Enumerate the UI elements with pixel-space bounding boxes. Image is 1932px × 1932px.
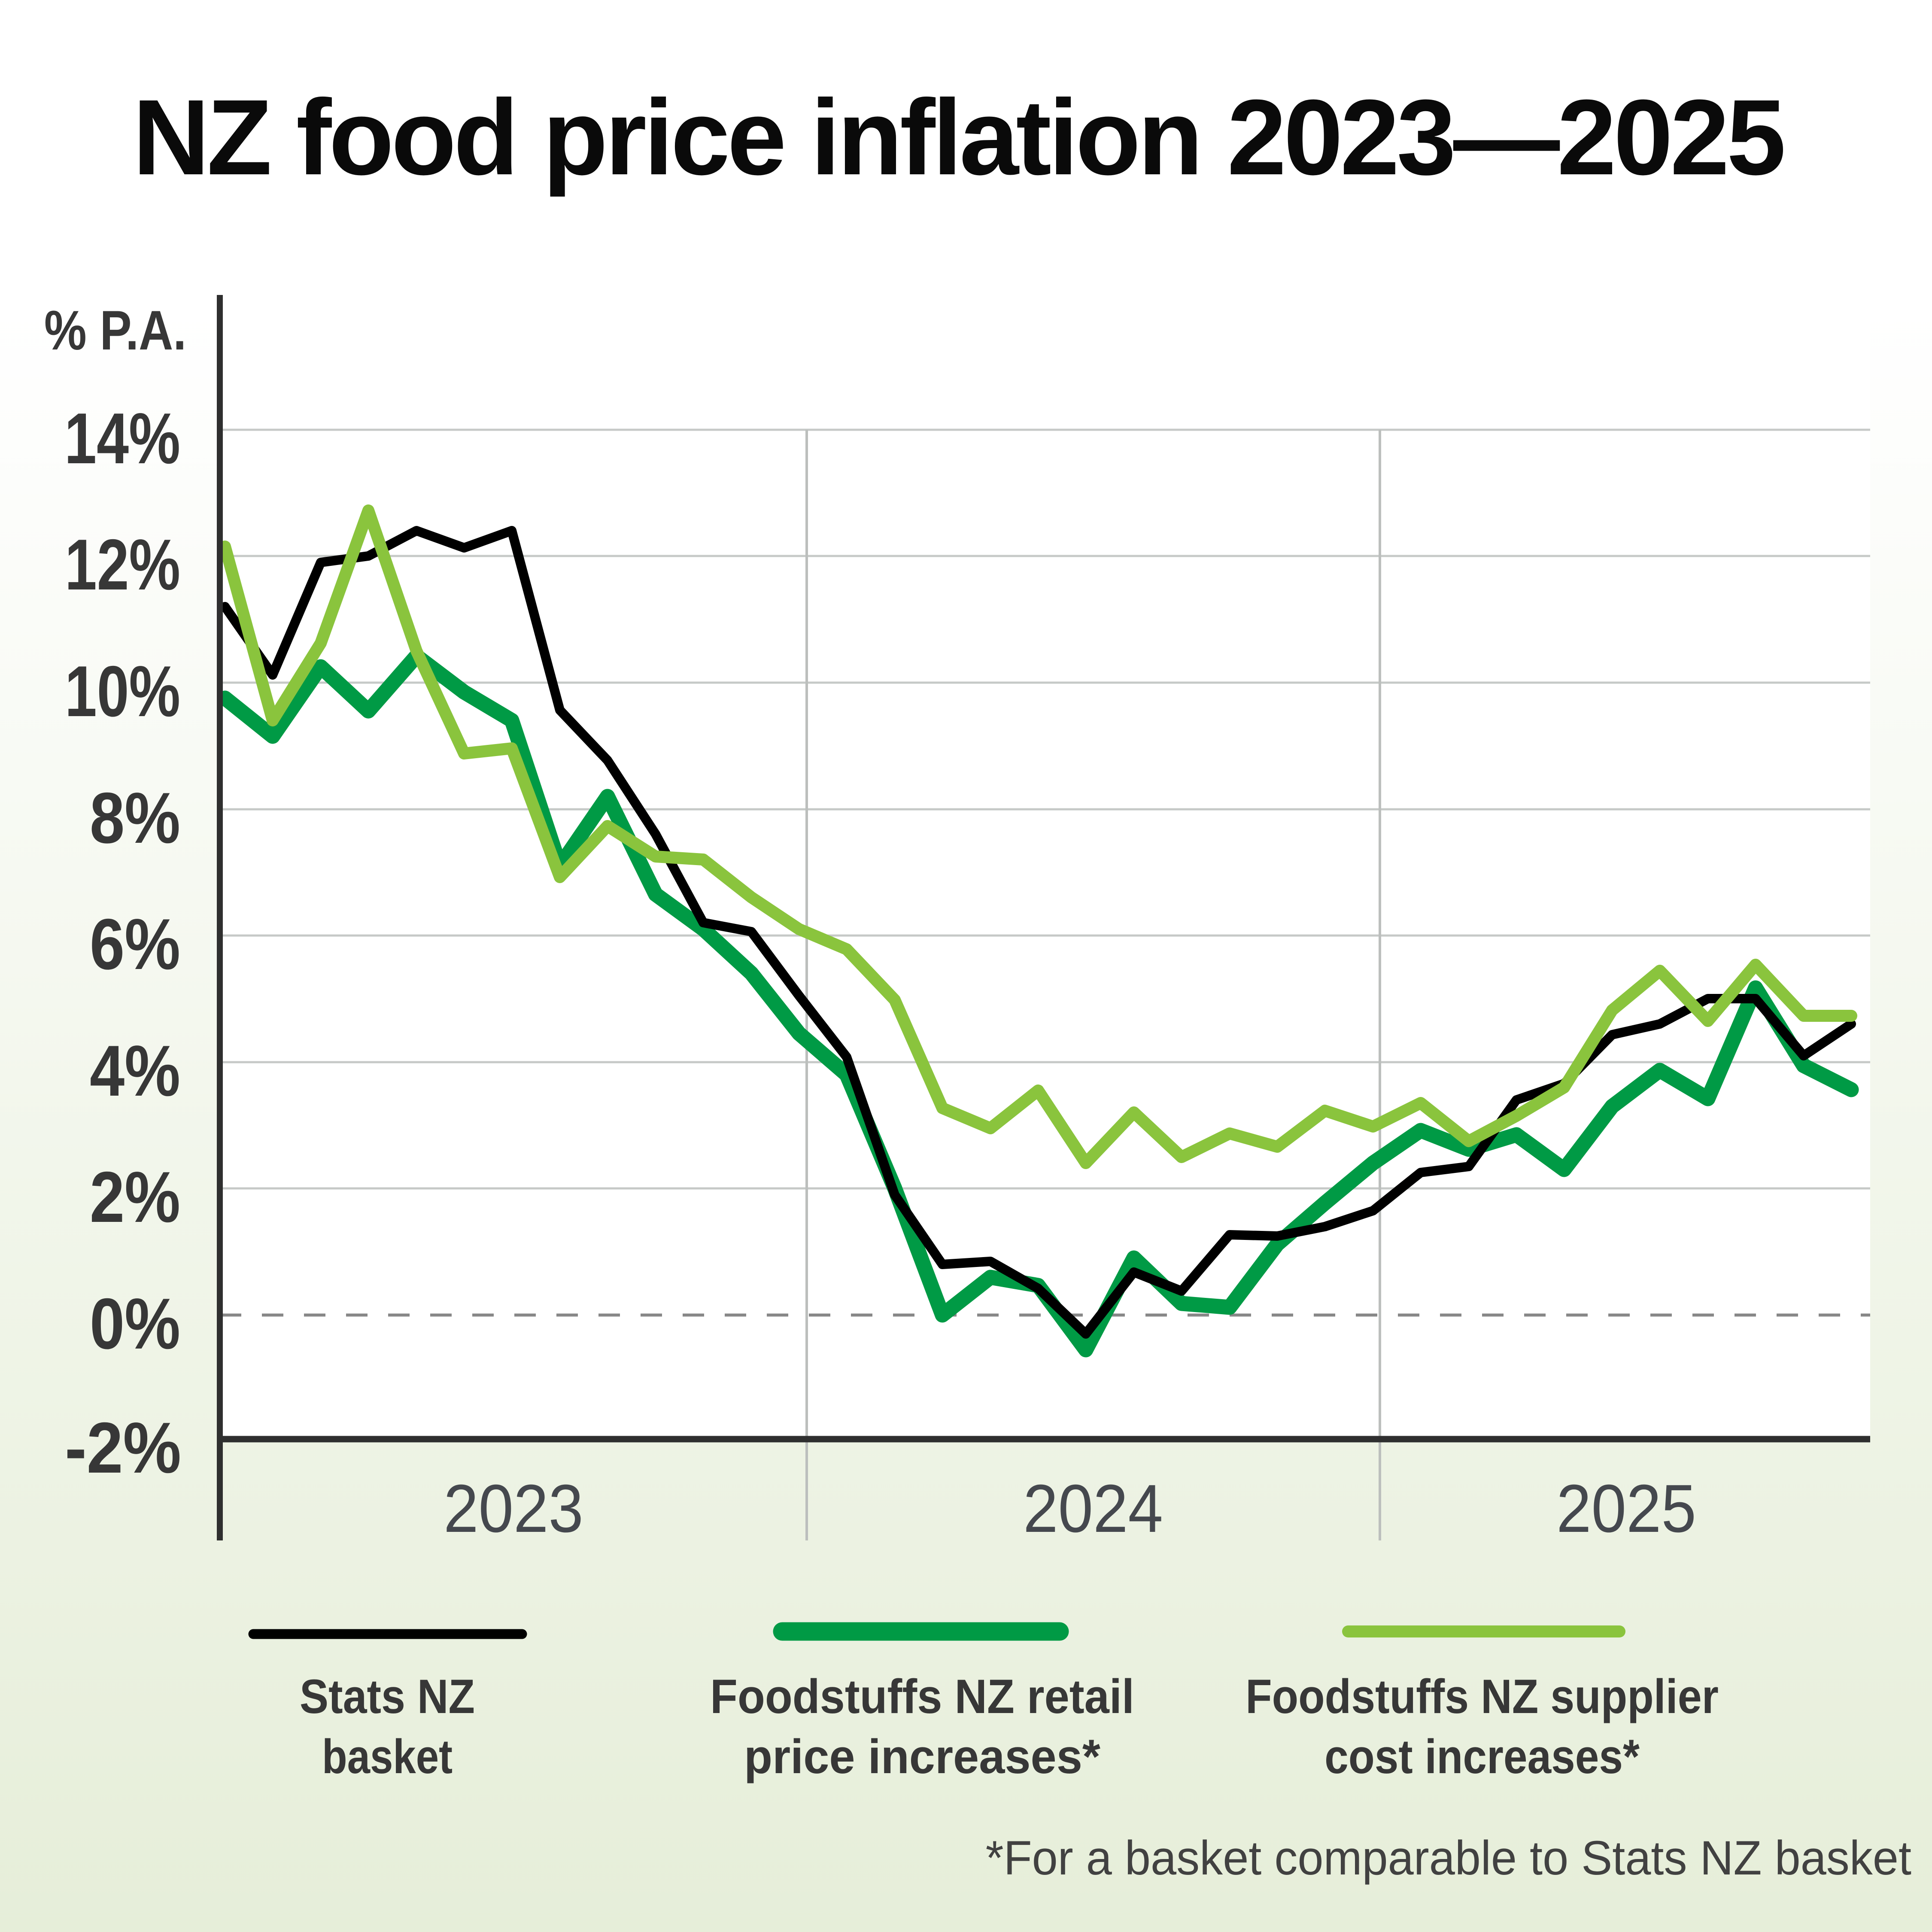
svg-text:12%: 12% xyxy=(65,525,180,605)
svg-text:2023: 2023 xyxy=(444,1471,583,1546)
svg-text:8%: 8% xyxy=(90,778,180,858)
svg-text:Foodstuffs NZ retail: Foodstuffs NZ retail xyxy=(710,1670,1134,1723)
svg-text:-2%: -2% xyxy=(65,1407,181,1488)
svg-text:cost increases*: cost increases* xyxy=(1324,1730,1640,1783)
svg-text:4%: 4% xyxy=(90,1031,180,1111)
svg-text:% P.A.: % P.A. xyxy=(44,299,186,361)
svg-text:Foodstuffs NZ supplier: Foodstuffs NZ supplier xyxy=(1245,1670,1719,1723)
svg-text:10%: 10% xyxy=(65,651,180,732)
svg-text:2%: 2% xyxy=(90,1157,180,1237)
svg-text:NZ food price inflation 2023—2: NZ food price inflation 2023—2025 xyxy=(133,77,1783,197)
svg-text:6%: 6% xyxy=(90,904,180,984)
svg-text:basket: basket xyxy=(322,1730,453,1784)
svg-text:2025: 2025 xyxy=(1556,1471,1696,1546)
svg-text:Stats NZ: Stats NZ xyxy=(300,1670,475,1723)
svg-text:14%: 14% xyxy=(64,398,180,479)
svg-text:0%: 0% xyxy=(90,1284,180,1364)
svg-text:*For a basket comparable to St: *For a basket comparable to Stats NZ bas… xyxy=(986,1831,1911,1885)
svg-text:price increases*: price increases* xyxy=(744,1730,1100,1783)
svg-text:2024: 2024 xyxy=(1023,1471,1163,1546)
